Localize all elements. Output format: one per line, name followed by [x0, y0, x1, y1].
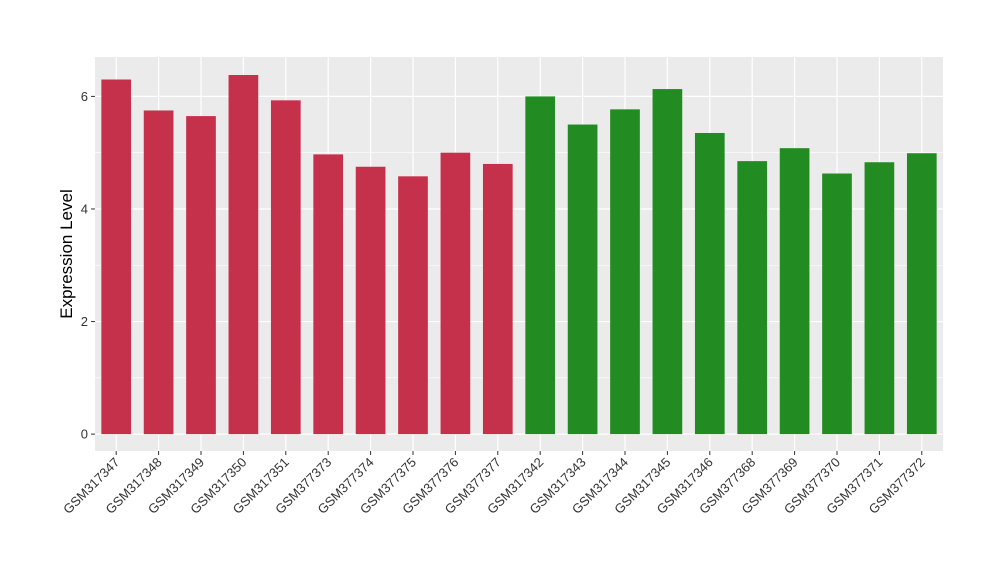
bar-GSM317346	[694, 132, 725, 435]
y-tick-label: 4	[81, 201, 88, 216]
bar-GSM377370	[822, 173, 852, 435]
bar-GSM317347	[101, 79, 132, 435]
x-axis: GSM317347GSM317348GSM317349GSM317350GSM3…	[60, 451, 928, 517]
bar-GSM377372	[906, 153, 937, 435]
y-tick-label: 0	[81, 427, 88, 442]
bar-GSM317345	[652, 89, 683, 435]
bar-GSM377377	[482, 163, 513, 435]
y-tick-label: 6	[81, 89, 88, 104]
y-axis: 0 2 4 6	[81, 89, 95, 442]
bars	[101, 75, 937, 435]
bar-GSM377375	[398, 176, 428, 435]
bar-GSM377369	[779, 148, 810, 435]
bar-GSM377371	[864, 162, 895, 435]
plot-panel	[95, 57, 943, 451]
bar-GSM317342	[525, 96, 556, 435]
bar-GSM377368	[737, 161, 768, 435]
bar-GSM317348	[143, 110, 174, 435]
y-axis-title: Expression Level	[57, 189, 76, 318]
bar-GSM377376	[440, 152, 471, 435]
bar-GSM317349	[186, 116, 216, 435]
bar-GSM317343	[567, 124, 598, 435]
bar-GSM317344	[610, 109, 640, 435]
bar-GSM377374	[355, 166, 386, 435]
bar-GSM377373	[313, 154, 344, 435]
bar-GSM317351	[270, 100, 301, 435]
bar-GSM317350	[228, 75, 259, 435]
y-tick-label: 2	[81, 314, 88, 329]
